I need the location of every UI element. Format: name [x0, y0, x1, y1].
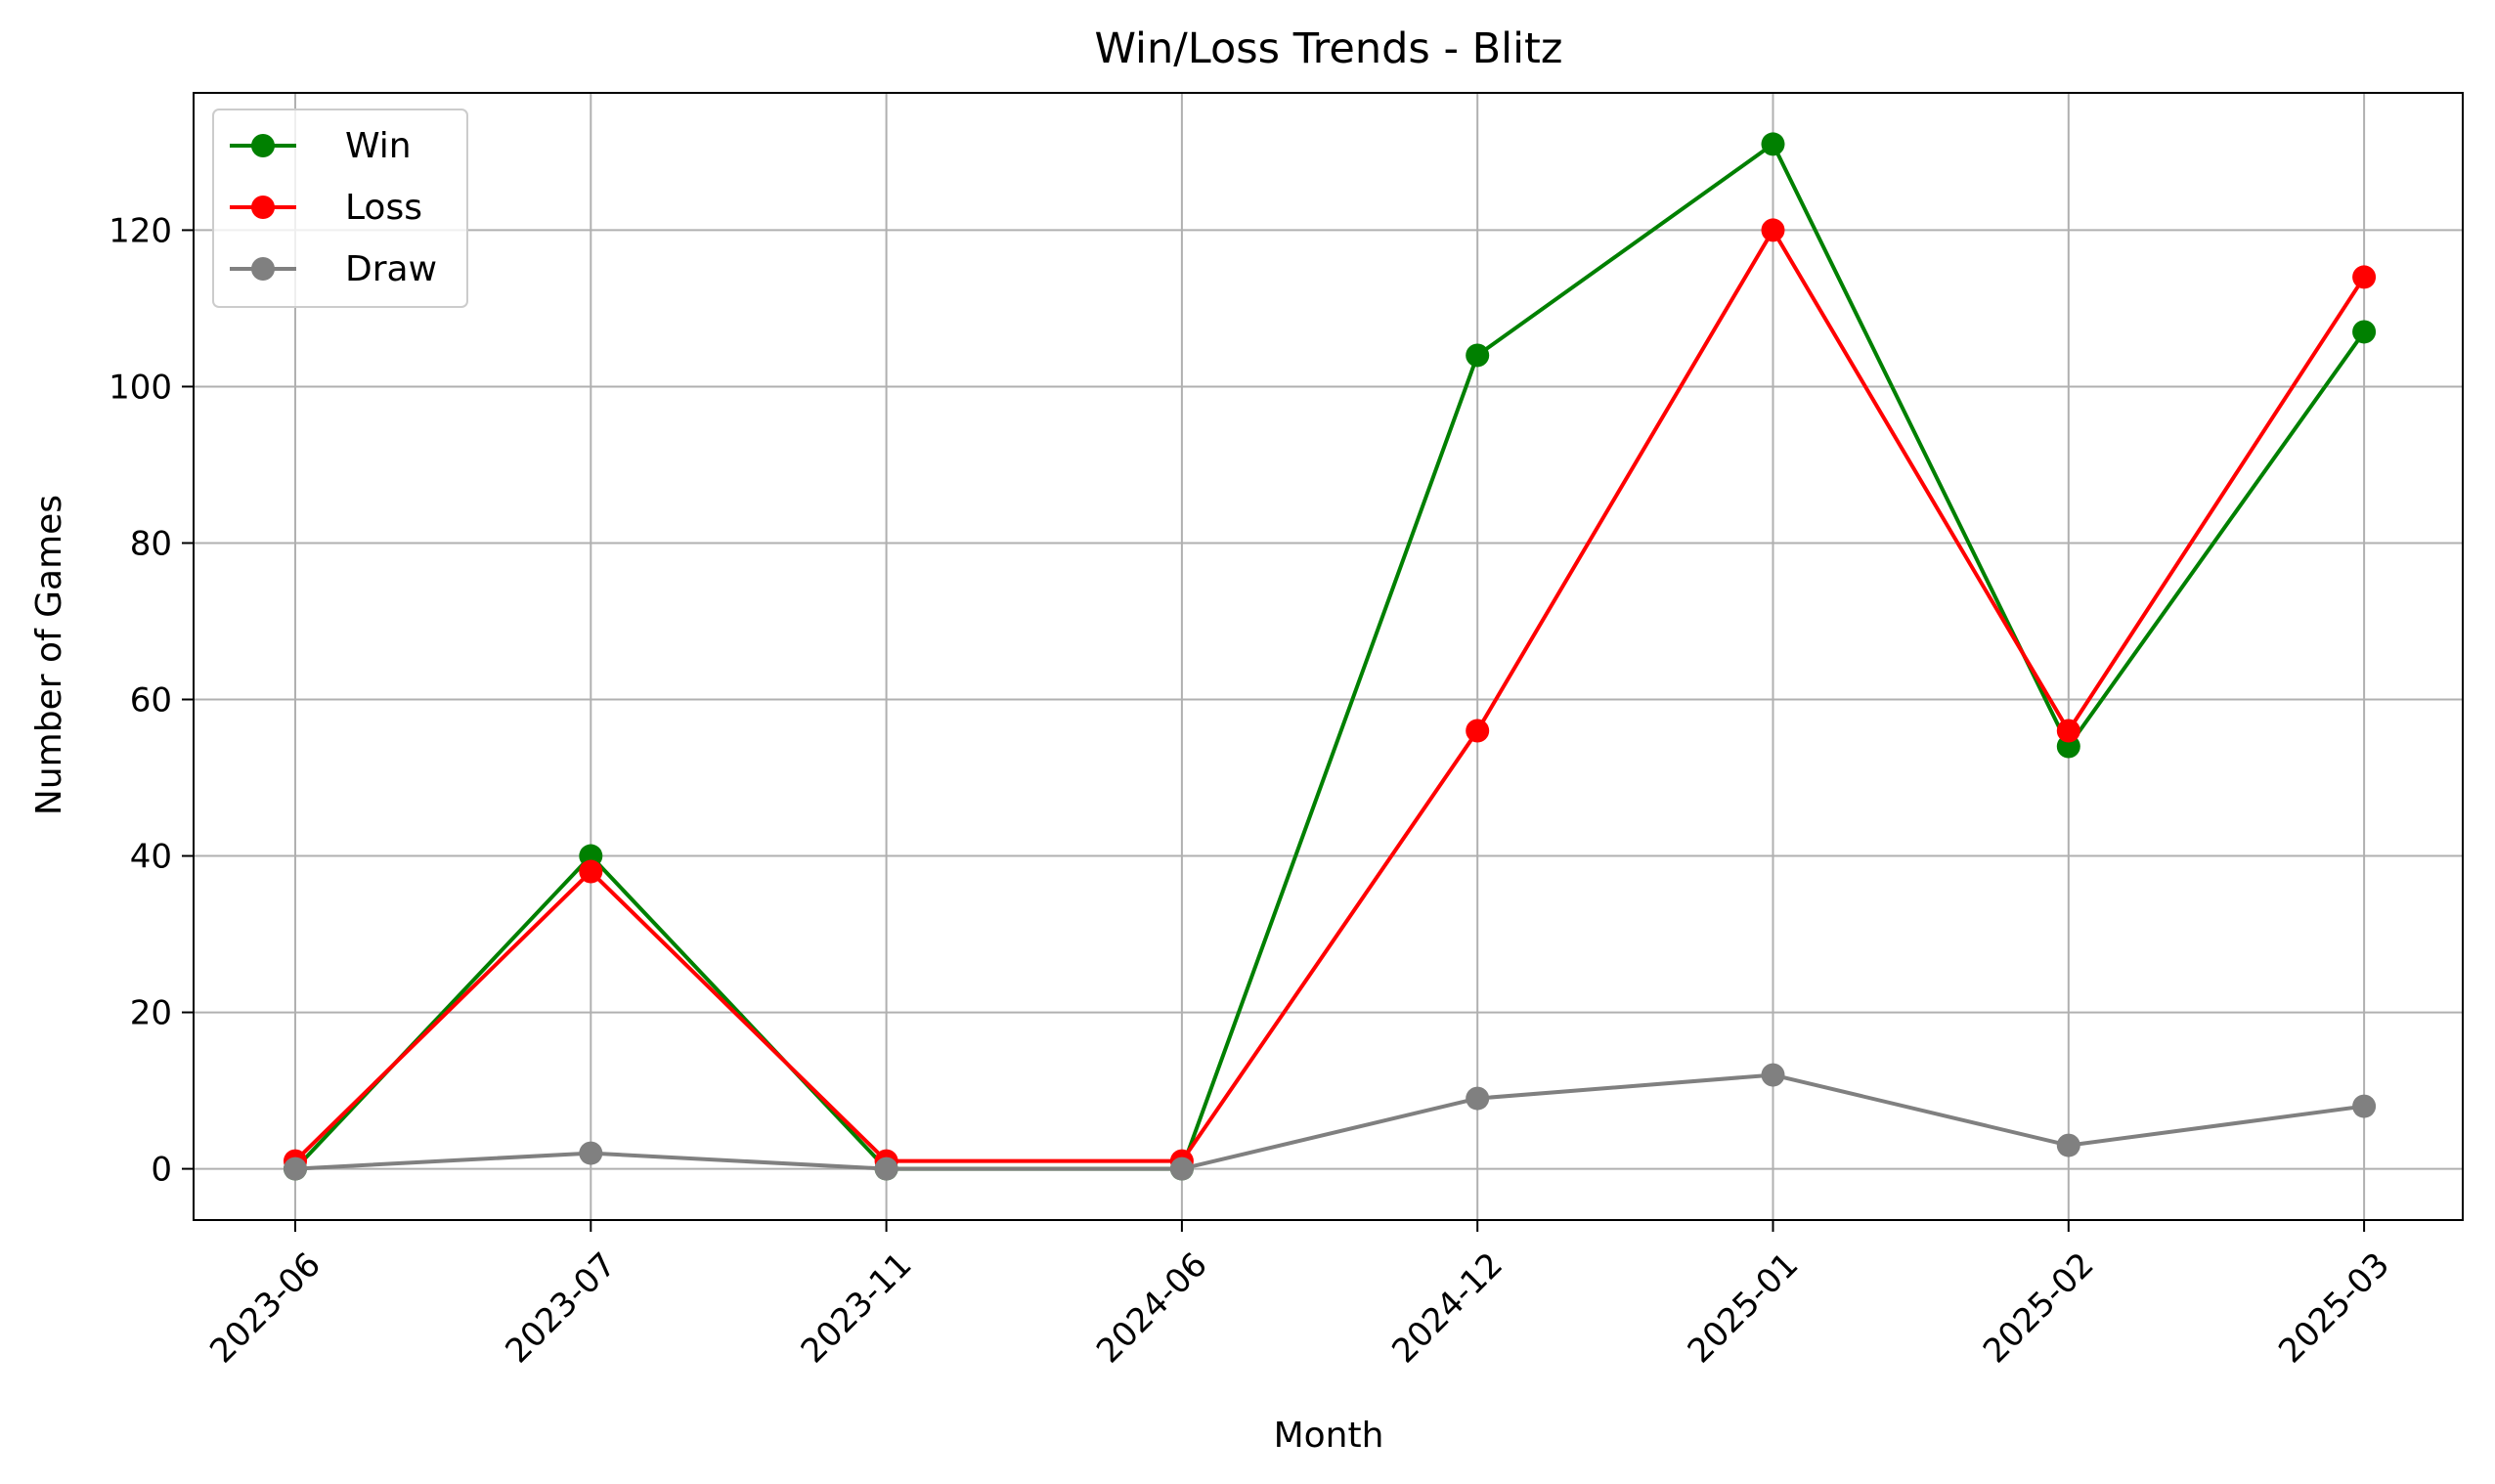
- loss-data-point: [579, 859, 603, 884]
- draw-series-line: [294, 1072, 2365, 1171]
- y-tick-label: 40: [130, 838, 172, 877]
- loss-data-point: [2056, 719, 2080, 743]
- y-tick-label: 20: [130, 994, 172, 1033]
- draw-data-point: [579, 1141, 603, 1165]
- y-tick-label: 120: [109, 211, 172, 250]
- y-tick-label: 80: [130, 524, 172, 563]
- legend-loss-label: Loss: [345, 188, 422, 228]
- y-axis-title: Number of Games: [29, 495, 69, 815]
- legend-draw-label: Draw: [345, 249, 437, 289]
- win-data-point: [2352, 320, 2377, 344]
- draw-data-point: [1761, 1063, 1785, 1087]
- win-data-point: [1466, 343, 1490, 368]
- legend-draw-marker: [251, 257, 275, 281]
- draw-data-point: [284, 1157, 307, 1181]
- y-tick-label: 100: [109, 368, 172, 407]
- x-axis-title: Month: [1274, 1416, 1384, 1456]
- y-tick-label: 0: [151, 1151, 172, 1190]
- draw-data-point: [2352, 1094, 2377, 1118]
- loss-data-point: [2352, 265, 2377, 289]
- loss-series-line: [293, 228, 2366, 1163]
- plot-frame: [193, 92, 2464, 1221]
- legend-win-marker: [251, 134, 275, 157]
- series-layer: [284, 132, 2377, 1181]
- loss-data-point: [1761, 218, 1785, 242]
- draw-data-point: [1169, 1157, 1194, 1181]
- legend-loss-marker: [251, 196, 275, 219]
- draw-data-point: [2056, 1133, 2080, 1157]
- legend-box: [212, 109, 468, 308]
- loss-data-point: [1466, 719, 1490, 743]
- plot-area: [194, 93, 2463, 1220]
- y-tick-label: 60: [130, 681, 172, 720]
- legend-win-label: Win: [345, 126, 412, 166]
- win-data-point: [1761, 132, 1785, 156]
- draw-data-point: [874, 1157, 898, 1181]
- legend: Win Loss Draw: [212, 109, 468, 308]
- draw-data-point: [1466, 1086, 1490, 1111]
- chart-title: Win/Loss Trends - Blitz: [1094, 24, 1562, 73]
